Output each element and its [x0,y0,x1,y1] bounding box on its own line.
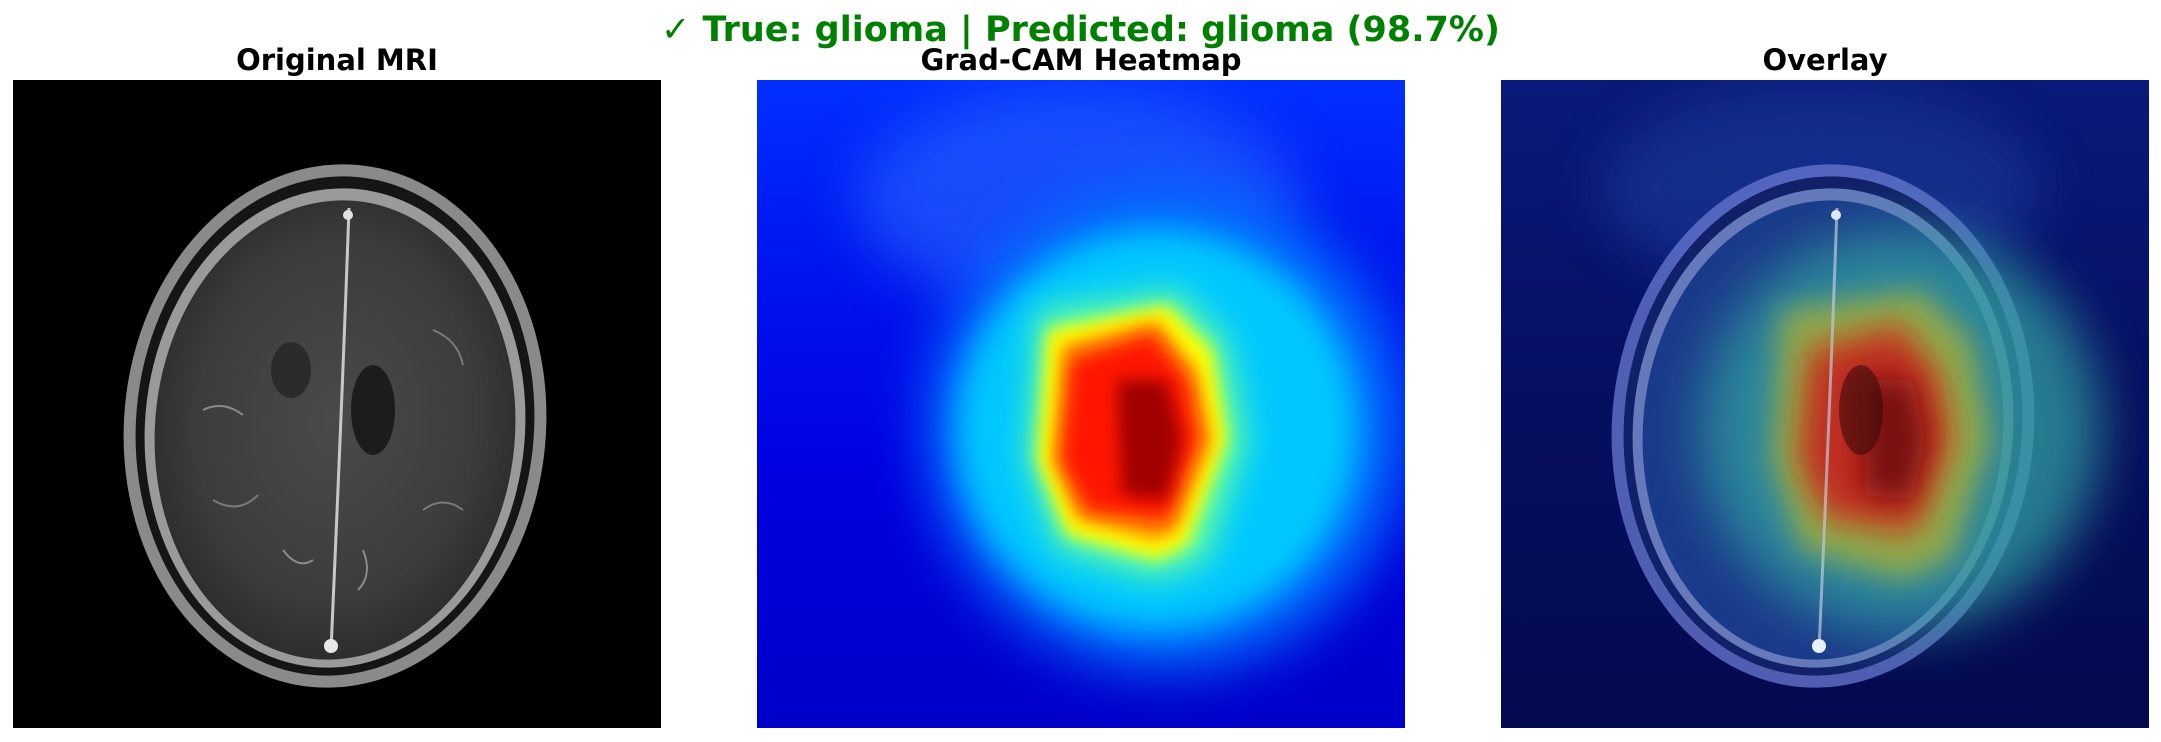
overlay-graphic [1501,80,2149,728]
gradcam-heatmap-title: Grad-CAM Heatmap [920,43,1242,77]
check-icon: ✓ [661,10,691,50]
overlay-title: Overlay [1762,43,1888,77]
gradcam-heatmap-graphic [757,80,1405,728]
original-mri-graphic [13,80,661,728]
original-mri-image [13,80,661,728]
prediction-summary: True: glioma | Predicted: glioma (98.7%) [702,10,1500,50]
original-mri-title: Original MRI [236,43,438,77]
figure-title: ✓ True: glioma | Predicted: glioma (98.7… [0,6,2161,54]
gradcam-heatmap-image [757,80,1405,728]
overlay-image [1501,80,2149,728]
